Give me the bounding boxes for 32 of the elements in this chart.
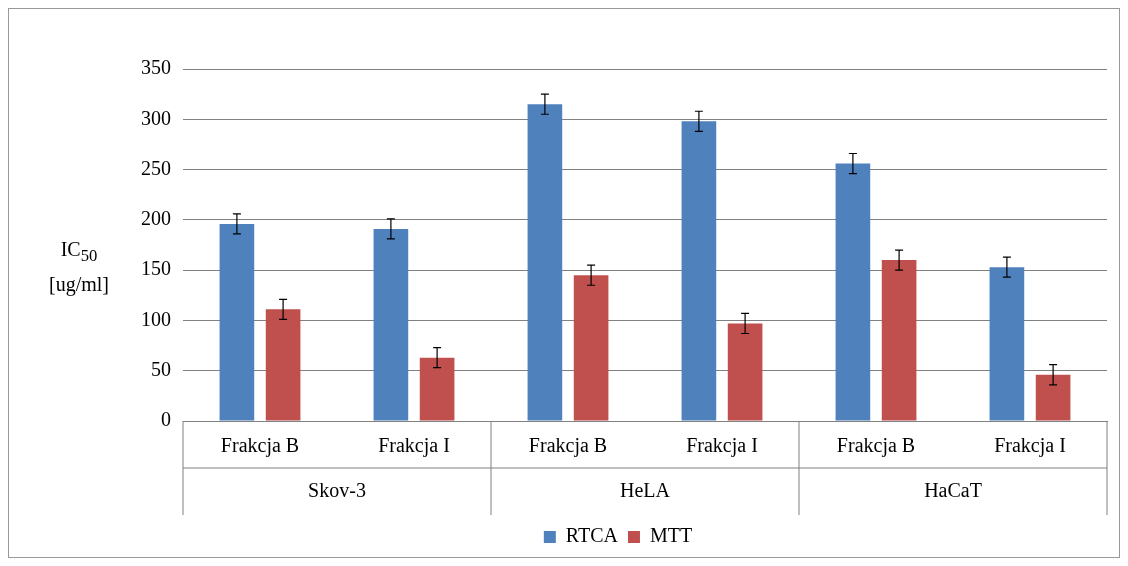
bar	[881, 260, 917, 421]
bar	[219, 223, 255, 421]
bar	[681, 121, 717, 421]
text: HaCaT	[924, 479, 982, 502]
y-tick-label: 350	[141, 56, 171, 79]
y-tick-label: 50	[151, 357, 171, 380]
bar	[373, 228, 409, 421]
legend-label: MTT	[649, 524, 693, 547]
bar	[1035, 374, 1071, 421]
y-tick-label: 100	[141, 307, 171, 330]
bar	[835, 163, 871, 421]
bar	[527, 104, 563, 421]
legend-label: RTCA	[565, 524, 619, 547]
bar	[573, 275, 609, 421]
x-tick-label: Frakcja I	[378, 434, 450, 458]
x-tick-label: Frakcja B	[836, 434, 916, 458]
bar	[727, 323, 763, 421]
text: HeLA	[620, 479, 671, 502]
x-tick-label: Frakcja I	[994, 434, 1066, 458]
y-tick-label: 250	[141, 156, 171, 179]
x-tick-label: Frakcja B	[528, 434, 608, 458]
y-tick-label: 300	[141, 106, 171, 129]
bar	[265, 309, 301, 421]
x-tick-label: Frakcja I	[686, 434, 758, 458]
y-tick-label: 150	[141, 257, 171, 280]
y-axis-title: IC$_{50}$ [ug/ml]	[48, 237, 110, 298]
y-tick-label: 0	[161, 408, 171, 431]
bar	[419, 357, 455, 421]
y-tick-label: 200	[141, 207, 171, 230]
x-tick-label: Frakcja B	[220, 434, 300, 458]
text: Skov-3	[308, 479, 366, 502]
bar	[989, 267, 1025, 421]
